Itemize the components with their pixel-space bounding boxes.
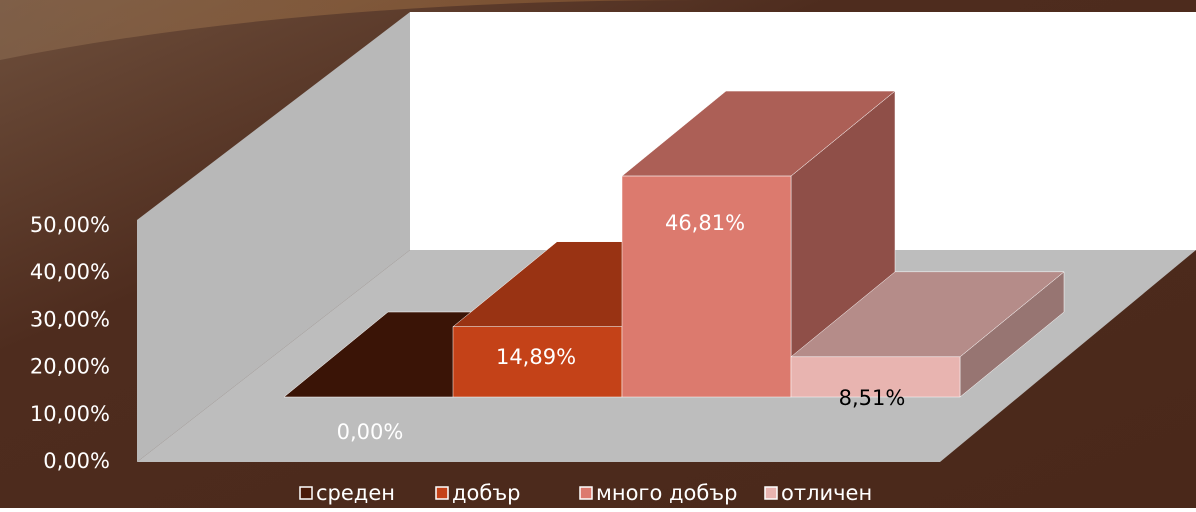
bar (621, 175, 792, 398)
swoosh (0, 0, 700, 60)
legend-swatch (579, 486, 593, 500)
legend-label: добър (452, 481, 521, 505)
legend-label: среден (316, 481, 395, 505)
legend-swatch (764, 486, 778, 500)
legend-swatch (299, 486, 313, 500)
side-wall (137, 12, 410, 462)
y-tick-label: 10,00% (30, 402, 110, 426)
y-tick-label: 30,00% (30, 307, 110, 331)
y-tick-label: 20,00% (30, 355, 110, 379)
y-tick-label: 40,00% (30, 260, 110, 284)
data-label: 14,89% (496, 345, 576, 369)
bar (452, 326, 623, 398)
data-label: 0,00% (337, 420, 404, 444)
legend-swatch (435, 486, 449, 500)
y-tick-label: 50,00% (30, 213, 110, 237)
data-label: 46,81% (665, 211, 745, 235)
legend-label: много добър (596, 481, 737, 505)
y-tick-label: 0,00% (43, 449, 110, 473)
legend-label: отличен (781, 481, 872, 505)
bar (790, 356, 961, 398)
data-label: 8,51% (839, 386, 906, 410)
